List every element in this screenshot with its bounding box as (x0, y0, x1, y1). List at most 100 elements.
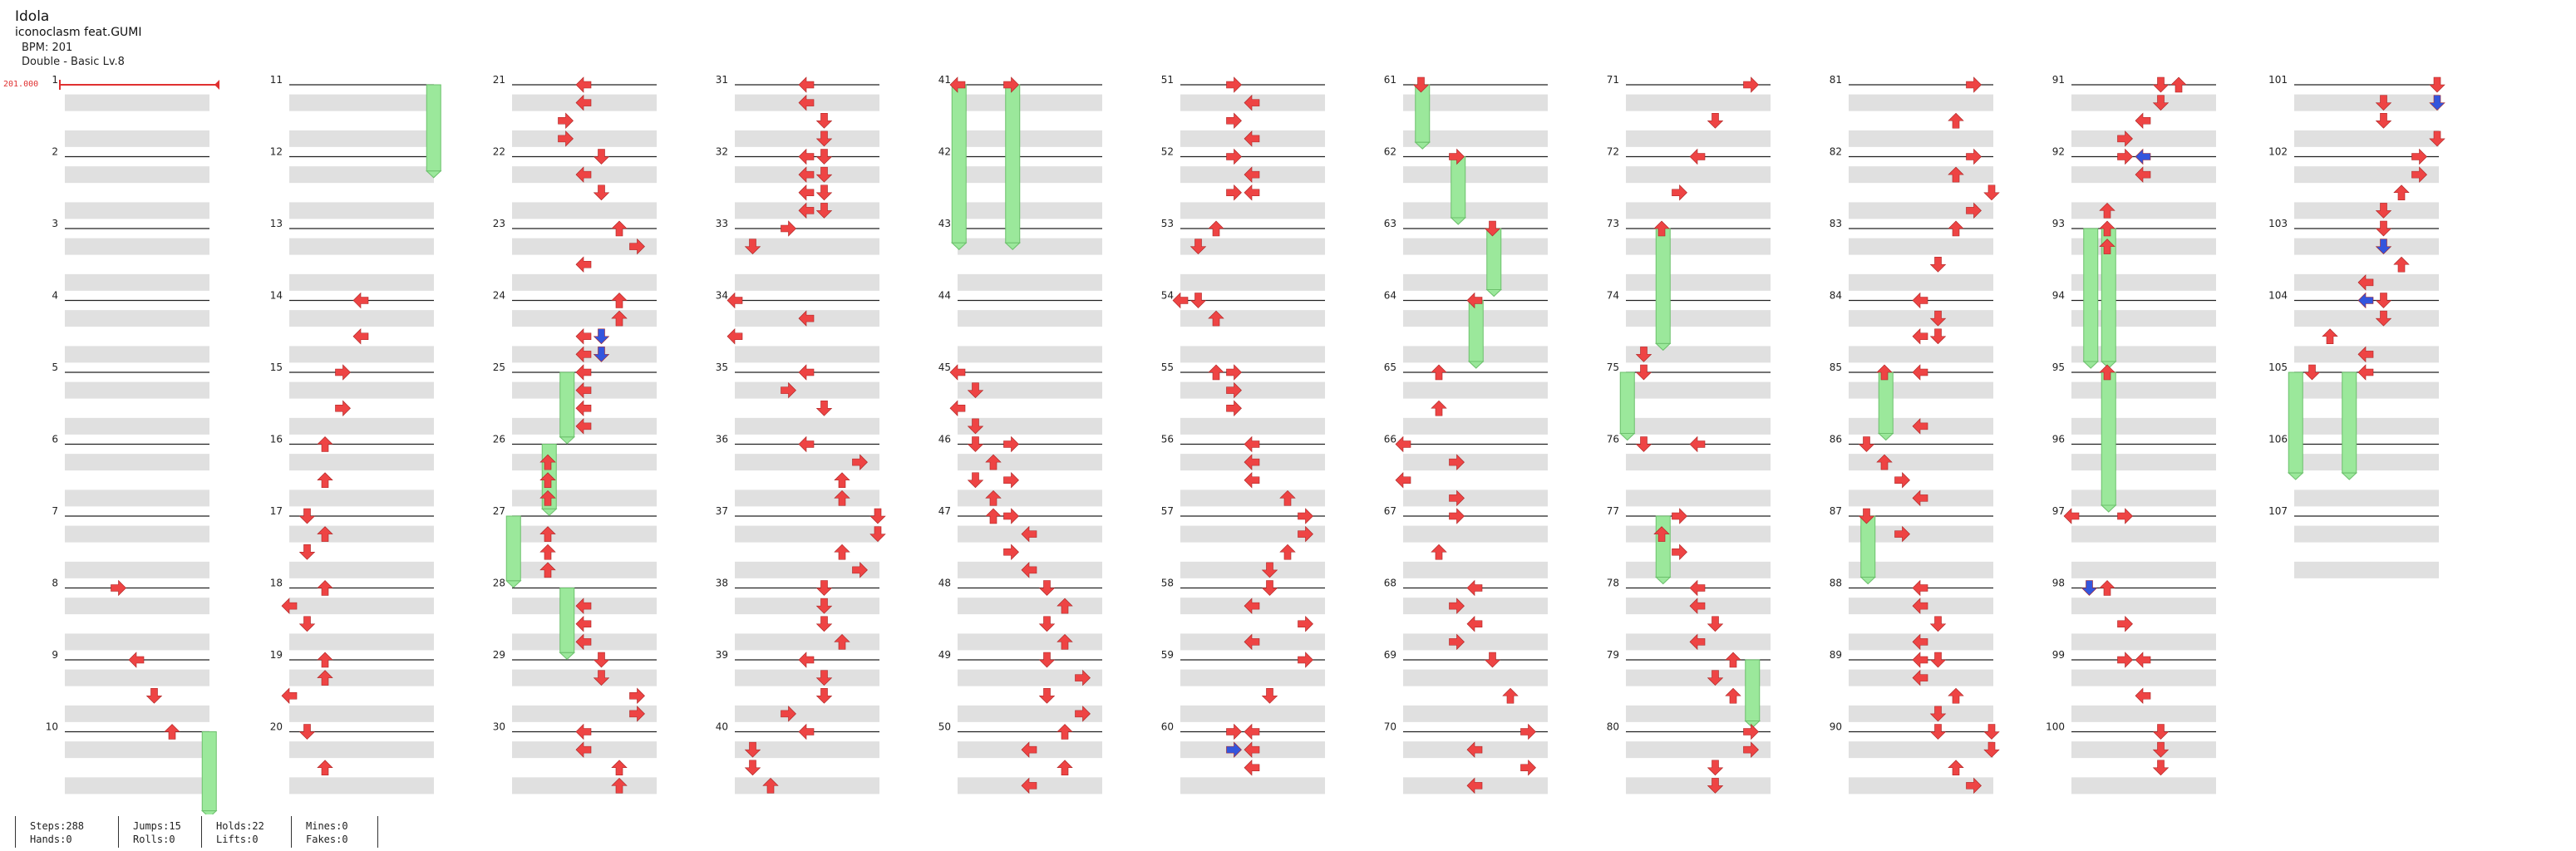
red-arrow-icon (1298, 508, 1313, 524)
red-arrow-icon (2099, 364, 2115, 381)
chart-difficulty: Double - Basic Lv.8 (22, 56, 125, 68)
measure-number: 17 (270, 505, 283, 517)
measure-number: 58 (1161, 578, 1174, 589)
beat-stripe (2294, 94, 2439, 111)
red-arrow-icon (2322, 328, 2338, 345)
red-arrow-icon (2375, 293, 2392, 308)
hold-body (201, 731, 217, 812)
measure-number: 57 (1161, 505, 1174, 517)
beat-stripe (958, 310, 1102, 327)
beat-stripe (1626, 202, 1771, 219)
measure-number: 27 (493, 505, 505, 517)
beat-stripe (1849, 346, 1993, 363)
hold-tail (1414, 141, 1431, 150)
beat-stripe (512, 454, 657, 471)
red-arrow-icon (1449, 454, 1465, 470)
hold-tail (559, 652, 576, 661)
red-arrow-icon (1983, 741, 2000, 758)
red-arrow-icon (1876, 454, 1893, 470)
red-arrow-icon (111, 579, 126, 597)
red-arrow-icon (1038, 687, 1056, 704)
red-arrow-icon (1244, 598, 1260, 614)
beat-stripe (1849, 310, 1993, 327)
red-arrow-icon (1858, 436, 1875, 452)
red-arrow-icon (1689, 598, 1706, 614)
red-arrow-icon (575, 633, 592, 651)
beat-stripe (65, 777, 209, 794)
red-arrow-icon (967, 382, 984, 399)
red-arrow-icon (2117, 148, 2133, 165)
beat-stripe (512, 202, 657, 219)
red-arrow-icon (1653, 220, 1670, 237)
measure-number: 40 (716, 721, 728, 733)
measure-number: 25 (493, 362, 505, 373)
beat-stripe (2294, 417, 2439, 435)
red-arrow-icon (128, 652, 145, 668)
red-arrow-icon (1003, 508, 1019, 524)
red-arrow-icon (1948, 166, 1964, 183)
blue-arrow-icon (2429, 95, 2445, 111)
measure-number: 8 (52, 578, 58, 589)
measure-number: 107 (2268, 505, 2288, 517)
measure-number: 31 (716, 74, 728, 86)
red-arrow-icon (2411, 166, 2427, 183)
red-arrow-icon (317, 526, 333, 542)
red-arrow-icon (834, 633, 850, 650)
red-arrow-icon (1057, 598, 1073, 614)
measure-number: 50 (938, 721, 951, 733)
beat-stripe (512, 489, 657, 507)
hold-tail (1654, 342, 1672, 352)
red-arrow-icon (317, 472, 333, 489)
measure-number: 66 (1384, 434, 1396, 445)
red-arrow-icon (1244, 723, 1260, 740)
red-arrow-icon (1912, 633, 1928, 651)
measure-number: 82 (1830, 146, 1842, 158)
measure-number: 68 (1384, 578, 1396, 589)
red-arrow-icon (1208, 364, 1224, 381)
beat-stripe (289, 273, 434, 291)
red-arrow-icon (1038, 652, 1056, 668)
beat-stripe (1403, 705, 1548, 722)
measure-number: 70 (1384, 721, 1396, 733)
beat-stripe (65, 417, 209, 435)
red-arrow-icon (575, 364, 592, 381)
beat-stripe (289, 705, 434, 722)
beat-stripe (2071, 741, 2216, 759)
beat-stripe (735, 669, 879, 686)
measure-number: 49 (938, 649, 951, 661)
measure-number: 44 (938, 290, 951, 302)
hold-body (426, 84, 441, 172)
red-arrow-icon (611, 220, 628, 237)
beat-stripe (1403, 633, 1548, 651)
measure-number: 80 (1607, 721, 1619, 733)
red-arrow-icon (1003, 544, 1019, 560)
red-arrow-icon (1244, 184, 1260, 201)
hold-body (505, 515, 521, 582)
measure-number: 14 (270, 290, 283, 302)
red-arrow-icon (1929, 706, 1947, 722)
measure-number: 74 (1607, 290, 1619, 302)
beat-stripe (2294, 381, 2439, 399)
red-arrow-icon (2117, 652, 2133, 668)
beat-stripe (2294, 489, 2439, 507)
measure-number: 13 (270, 218, 283, 229)
red-arrow-icon (834, 472, 850, 489)
measure-number: 38 (716, 578, 728, 589)
red-arrow-icon (1966, 777, 1982, 794)
beat-stripe (735, 777, 879, 794)
beat-stripe (735, 417, 879, 435)
measure-number: 89 (1830, 649, 1842, 661)
measure-number: 73 (1607, 218, 1619, 229)
beat-stripe (958, 166, 1102, 184)
beat-stripe (1403, 598, 1548, 615)
measure-number: 54 (1161, 290, 1174, 302)
beat-stripe (1626, 525, 1771, 543)
beat-stripe (1626, 310, 1771, 327)
red-arrow-icon (1226, 112, 1242, 129)
beat-stripe (1403, 238, 1548, 255)
red-arrow-icon (1983, 724, 2000, 740)
measure-number: 78 (1607, 578, 1619, 589)
measure-number: 91 (2052, 74, 2065, 86)
beat-stripe (735, 598, 879, 615)
measure-number: 102 (2268, 146, 2288, 158)
